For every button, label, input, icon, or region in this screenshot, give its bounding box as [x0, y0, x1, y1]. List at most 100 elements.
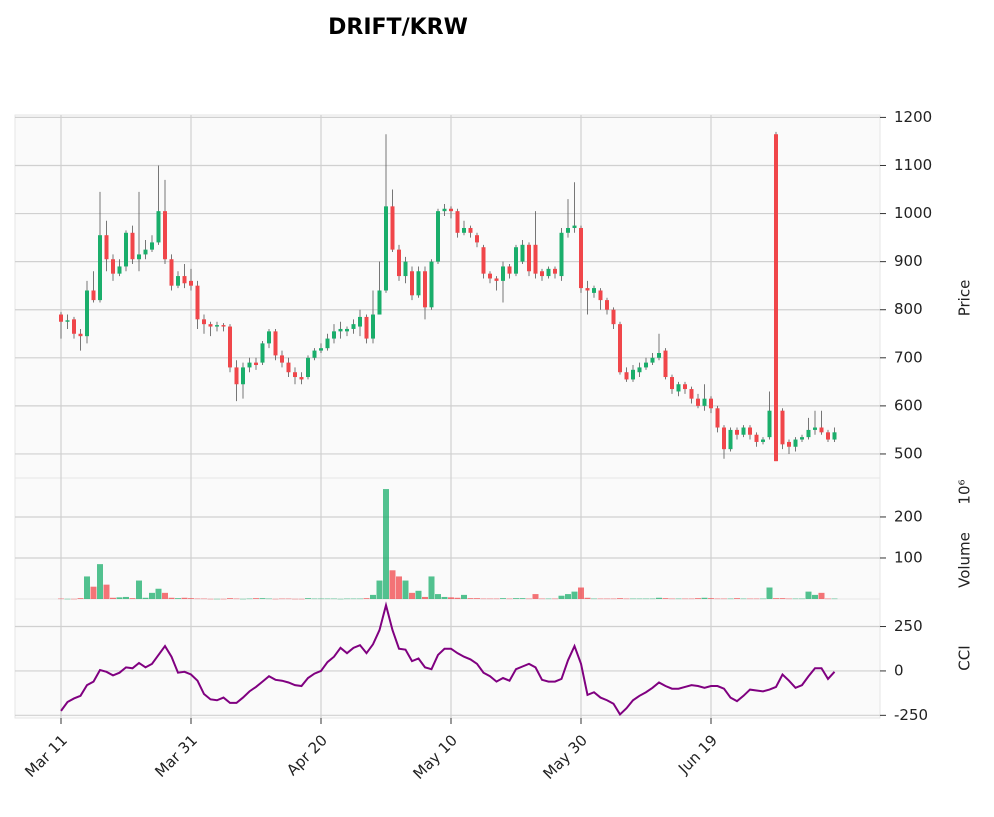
volume-bar	[389, 570, 396, 599]
candle-body	[689, 389, 694, 399]
y-axis-label: CCI	[956, 645, 974, 670]
candle-body	[98, 235, 102, 301]
candle-body	[436, 211, 440, 262]
y-axis-label: Price	[956, 280, 974, 317]
volume-bar	[318, 598, 324, 600]
candle-body	[572, 225, 577, 228]
candle-body	[533, 244, 538, 274]
volume-bar	[77, 598, 84, 599]
volume-bar	[123, 596, 129, 599]
volume-bar	[578, 587, 584, 599]
volume-bar	[103, 584, 110, 599]
candle-body	[468, 227, 473, 233]
candle-body	[72, 319, 76, 334]
volume-bar	[97, 564, 103, 599]
candle-body	[312, 350, 317, 358]
x-tick-label: Apr 20	[283, 731, 331, 779]
volume-bar	[136, 580, 142, 599]
volume-bar	[129, 598, 136, 599]
y-tick-label: 600	[894, 396, 923, 414]
volume-bar	[194, 598, 201, 600]
volume-bar	[350, 598, 357, 600]
volume-bar	[656, 597, 662, 599]
x-tick-label: Mar 11	[21, 731, 71, 781]
candle-body	[351, 324, 356, 329]
candle-body	[156, 211, 161, 243]
candle-body	[364, 316, 369, 339]
candle-body	[832, 432, 837, 440]
volume-bar	[766, 587, 773, 599]
volume-bar	[168, 597, 175, 599]
candle-body	[195, 285, 200, 320]
volume-bar	[428, 576, 435, 599]
volume-bar	[279, 598, 285, 600]
candle-body	[228, 326, 232, 368]
candle-body	[332, 331, 336, 339]
candle-body	[657, 352, 661, 358]
volume-bar	[363, 598, 370, 599]
volume-bar	[233, 598, 240, 600]
candle-body	[793, 439, 798, 447]
y-tick-label: 700	[894, 348, 923, 366]
candle-body	[722, 427, 726, 450]
candle-body	[728, 429, 733, 450]
candle-body	[202, 319, 206, 325]
volume-bar	[357, 598, 363, 600]
volume-bar	[818, 592, 825, 599]
y-tick-label: 1200	[894, 108, 932, 126]
volume-bar	[779, 598, 786, 599]
candle-body	[520, 244, 525, 262]
candle-body	[819, 427, 824, 433]
volume-bar	[708, 598, 714, 599]
candle-body	[702, 398, 707, 406]
candle-body	[709, 398, 713, 409]
cci-line	[60, 601, 836, 717]
volume-bar	[58, 598, 64, 600]
candle-body	[371, 314, 375, 339]
volume-bar	[110, 597, 116, 599]
candle-body	[169, 259, 174, 286]
volume-bar	[142, 597, 149, 599]
candle-body	[449, 208, 453, 212]
volume-bar	[298, 598, 305, 600]
candle-body	[644, 362, 648, 368]
candle-body	[553, 268, 557, 274]
volume-bar	[448, 597, 454, 599]
candle-body	[247, 362, 252, 368]
candle-body	[735, 429, 739, 435]
volume-bar	[344, 598, 350, 600]
candle-body	[540, 271, 544, 277]
volume-bar	[552, 598, 558, 600]
volume-bar	[571, 591, 578, 599]
candle-body	[176, 276, 180, 286]
volume-bar	[246, 598, 253, 600]
candle-body	[637, 367, 642, 373]
volume-bar	[812, 594, 818, 599]
candle-body	[741, 427, 746, 435]
volume-bar	[831, 598, 838, 600]
y-tick-label: 900	[894, 252, 923, 270]
candle-body	[787, 441, 791, 447]
volume-bar	[630, 598, 636, 600]
candle-body	[117, 266, 122, 274]
candle-body	[494, 278, 499, 281]
candle-body	[78, 333, 83, 337]
y-tick-label: 100	[894, 548, 923, 566]
volume-bar	[441, 596, 448, 599]
volume-bar	[337, 598, 344, 600]
candle-body	[442, 208, 447, 212]
candle-body	[137, 254, 141, 260]
volume-bar	[201, 598, 207, 600]
volume-bar	[305, 598, 311, 599]
volume-bar	[565, 594, 571, 599]
y-tick-label: 0	[894, 661, 904, 679]
volume-bar	[688, 598, 695, 600]
candle-body	[488, 273, 492, 279]
volume-bar	[259, 598, 266, 599]
volume-bar	[84, 576, 90, 599]
candle-body	[813, 427, 817, 430]
chart-title: DRIFT/KRW	[328, 15, 468, 40]
candle-body	[546, 268, 551, 277]
volume-bar	[155, 588, 162, 599]
volume-bar	[506, 598, 513, 600]
